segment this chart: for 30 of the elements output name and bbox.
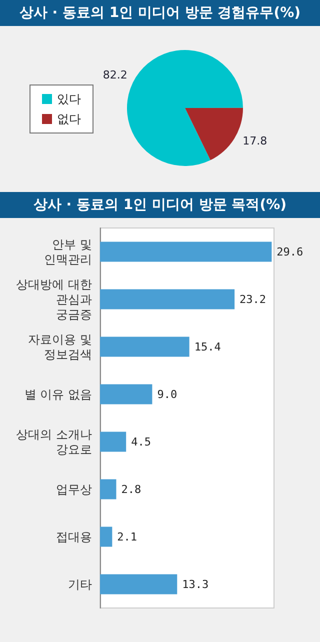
bar [100,289,235,310]
data-label: 4.5 [131,435,151,448]
data-label: 2.1 [117,530,138,544]
y-tick-label: 자료이용 및 정보검색 [28,332,92,362]
data-label: 9.0 [157,388,178,401]
legend-label: 없다 [57,112,81,126]
bar [100,336,190,357]
y-tick-label: 안부 및 인맥관리 [44,237,92,266]
bar [100,574,178,594]
y-tick-label: 기타 [68,577,92,592]
data-label: 13.3 [182,578,209,591]
bar [100,384,152,404]
y-tick-label: 업무상 [56,482,92,496]
y-tick-label: 별 이유 없음 [24,387,92,402]
data-label: 15.4 [194,340,222,354]
bar [100,479,116,500]
y-tick-label: 접대용 [56,530,92,544]
data-label: 17.8 [242,134,268,148]
legend-label: 있다 [57,92,81,106]
chart-title: 상사 · 동료의 1인 미디어 방문 목적(%) [0,192,320,218]
bar [100,526,112,547]
y-tick-label: 상대방에 대한 관심과 궁금증 [16,277,92,322]
bar [100,242,272,262]
bar [100,432,126,452]
data-label: 2.8 [121,482,142,496]
data-label: 23.2 [240,292,266,306]
data-label: 82.2 [102,68,128,82]
y-tick-label: 상대의 소개나 강요로 [16,427,92,456]
data-label: 29.6 [276,245,304,258]
chart-title: 상사 · 동료의 1인 미디어 방문 경험유무(%) [0,0,320,26]
